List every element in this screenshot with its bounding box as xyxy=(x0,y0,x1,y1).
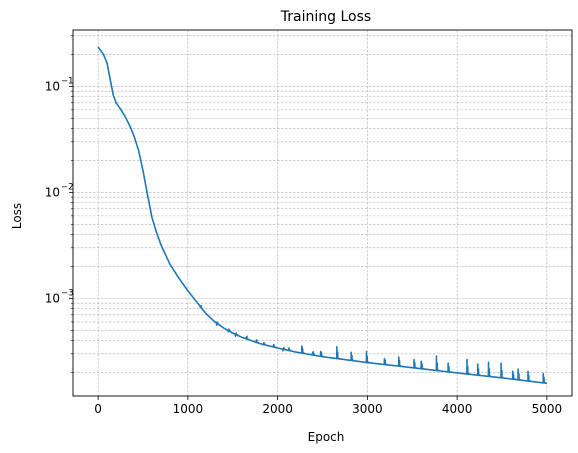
x-tick-label: 1000 xyxy=(173,402,204,416)
x-tick-label: 0 xyxy=(94,402,102,416)
axes-frame xyxy=(72,29,573,397)
chart-title: Training Loss xyxy=(280,9,371,25)
tick-marks xyxy=(69,35,548,400)
y-tick-label: 10 xyxy=(45,185,60,199)
y-axis-label: Loss xyxy=(10,203,24,229)
y-tick-exponent: −3 xyxy=(61,288,74,298)
y-tick-exponent: −2 xyxy=(61,182,74,192)
x-axis-label: Epoch xyxy=(308,430,345,444)
y-tick-label: 10 xyxy=(45,79,60,93)
y-tick-exponent: −1 xyxy=(61,76,74,86)
y-tick-label: 10 xyxy=(45,291,60,305)
plot-area xyxy=(97,46,548,385)
x-tick-label: 3000 xyxy=(352,402,383,416)
grid-lines xyxy=(73,30,572,396)
loss-series-line xyxy=(97,46,548,385)
x-tick-label: 5000 xyxy=(532,402,563,416)
x-tick-label: 4000 xyxy=(442,402,473,416)
x-tick-label: 2000 xyxy=(262,402,293,416)
